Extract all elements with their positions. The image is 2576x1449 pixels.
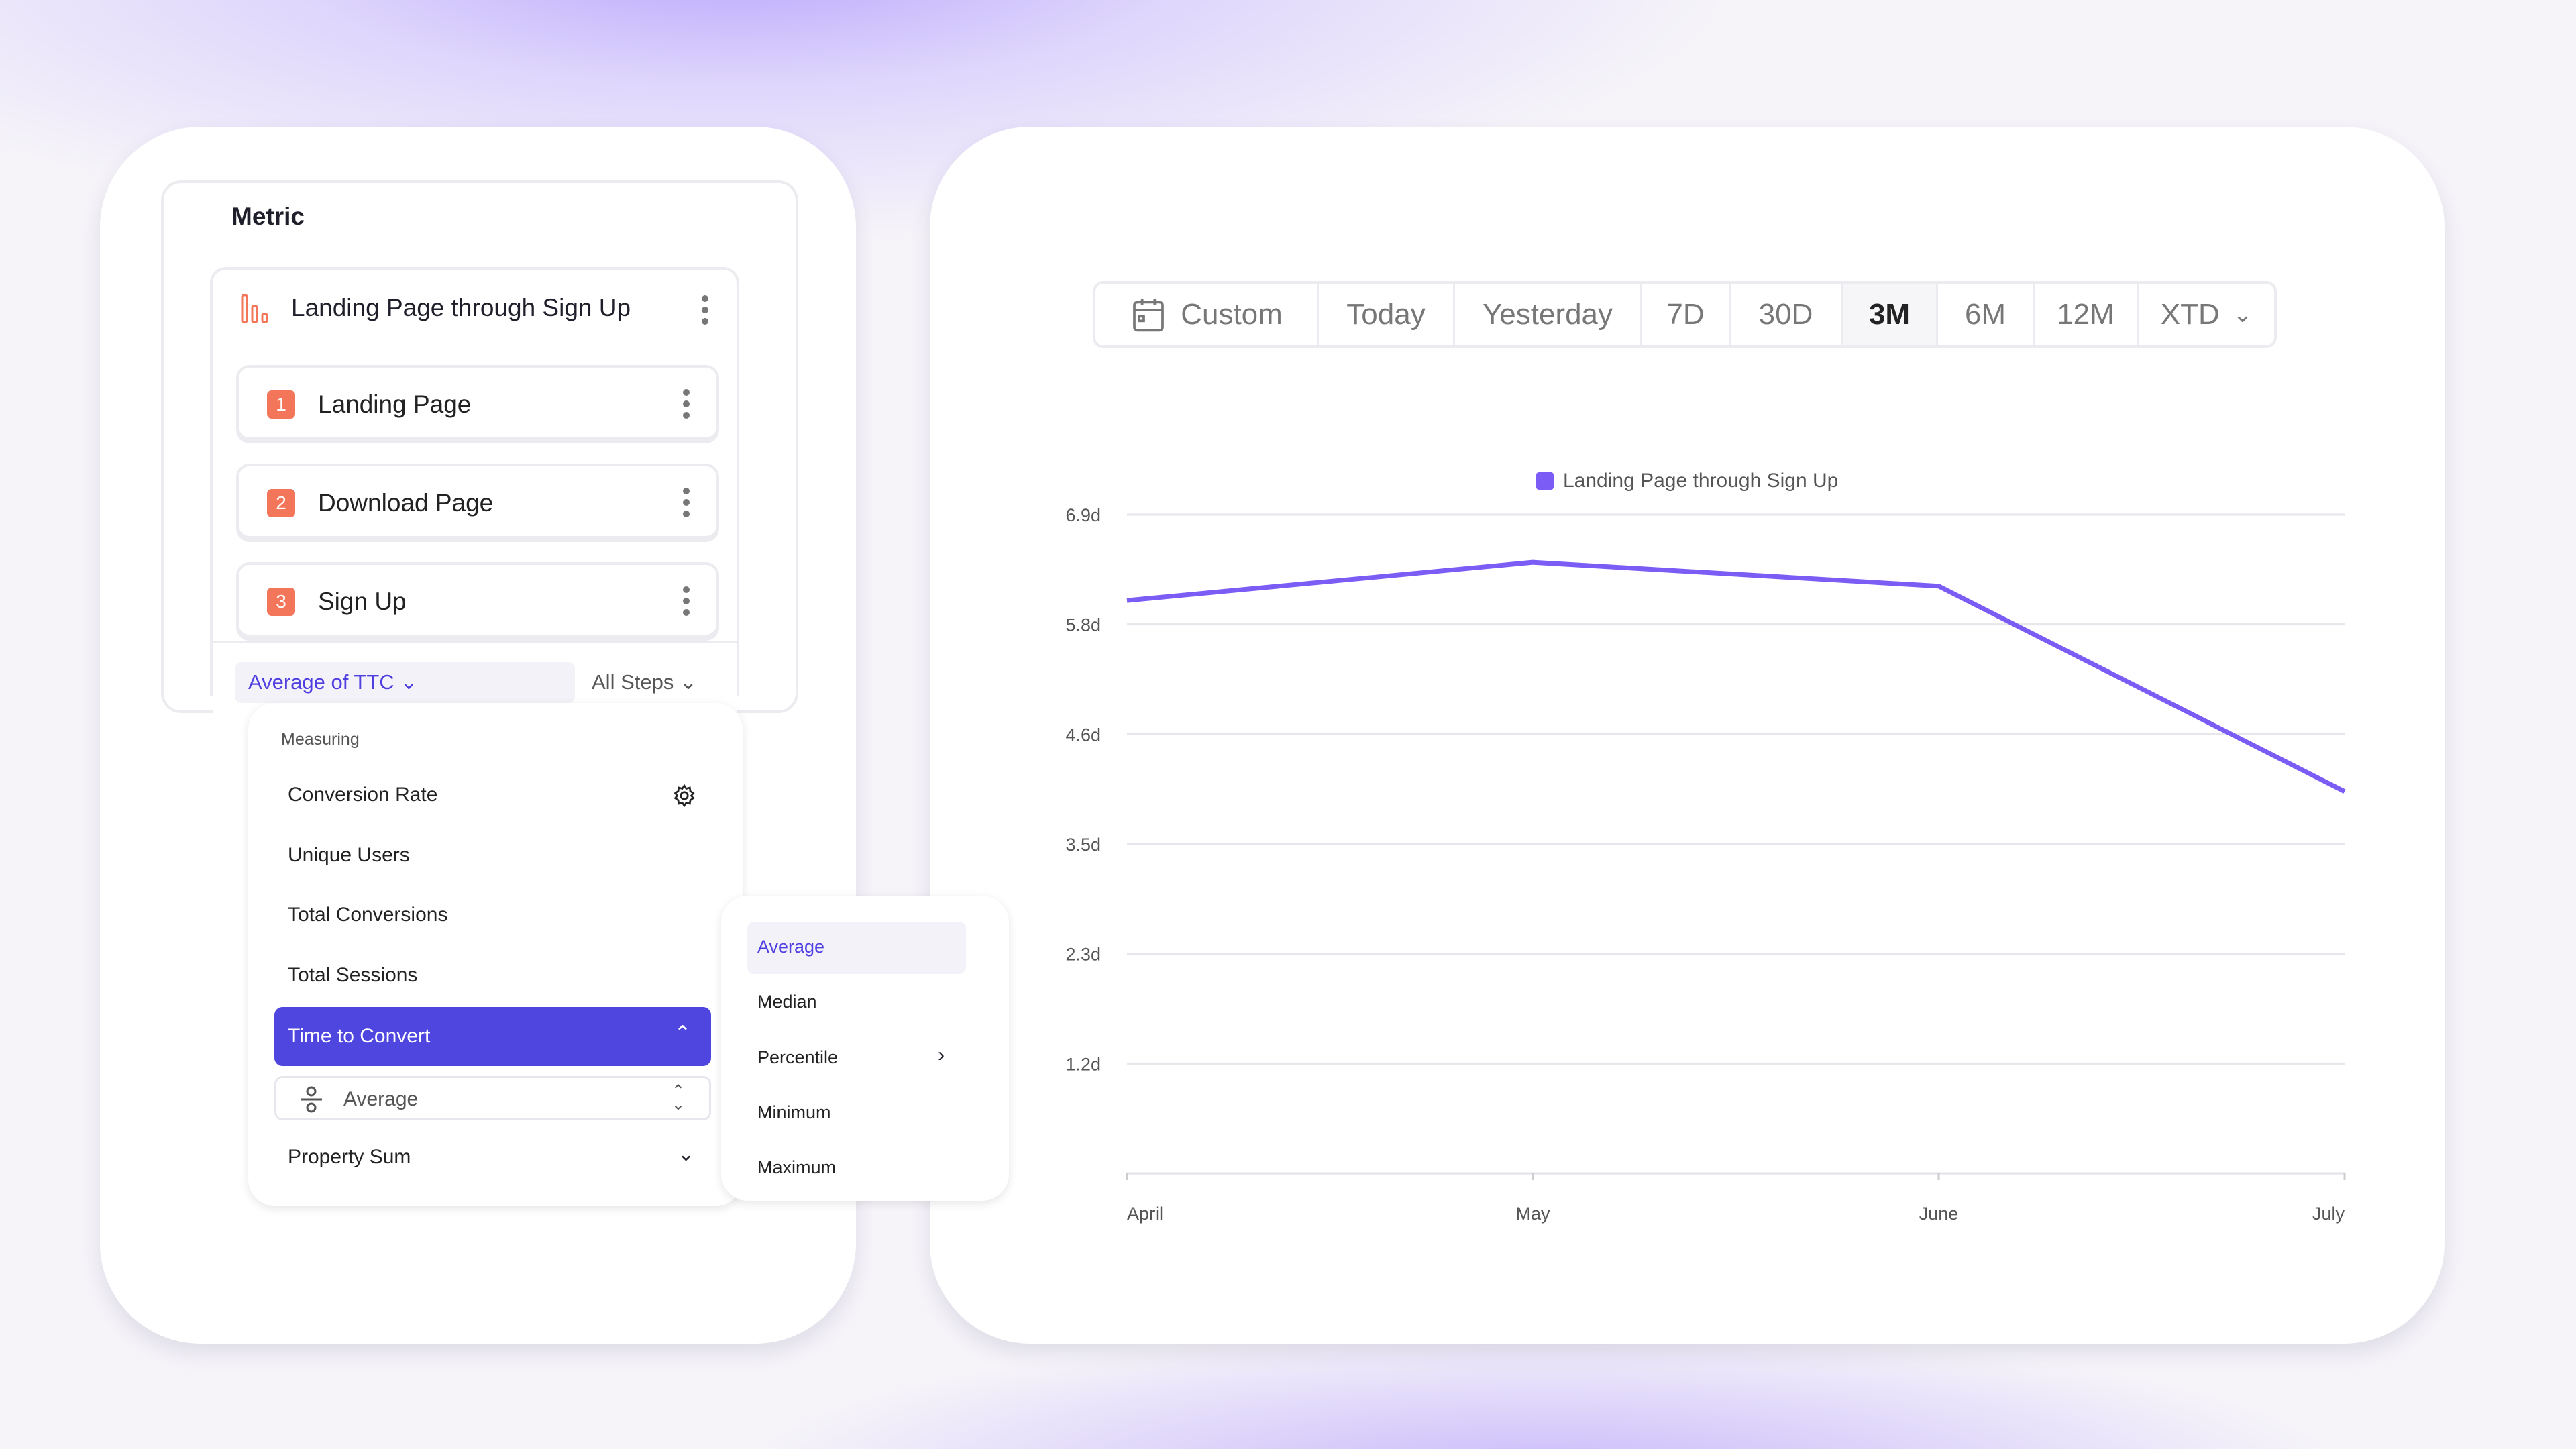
measuring-dropdown: Measuring Conversion Rate Unique Users T… [248,703,743,1206]
aggregation-value: Average [343,1088,419,1110]
step-landing-page[interactable]: 1 Landing Page [236,365,719,440]
calendar-icon [1133,299,1165,332]
x-tick-label: July [2312,1203,2345,1224]
step-sign-up[interactable]: 3 Sign Up [236,562,719,637]
y-tick-label: 5.8d [1065,615,1101,635]
legend-swatch [1536,472,1554,490]
chevron-up-icon: ⌃ [674,1022,691,1044]
date-12m[interactable]: 12M [2035,284,2139,345]
funnel-name: Landing Page through Sign Up [291,294,631,321]
more-options-icon[interactable] [702,295,708,325]
step-number: 2 [267,489,295,517]
submenu-item-percentile[interactable]: Percentile [757,1047,839,1067]
menu-item-total-conversions[interactable]: Total Conversions [288,904,448,926]
y-tick-label: 3.5d [1065,835,1101,855]
more-options-icon[interactable] [683,389,690,419]
date-custom[interactable]: Custom [1095,284,1319,345]
section-label: Measuring [281,730,360,749]
submenu-item-median[interactable]: Median [757,991,817,1012]
legend-label: Landing Page through Sign Up [1563,470,1839,492]
step-label: Download Page [318,489,494,517]
date-3m[interactable]: 3M [1843,284,1938,345]
chart-legend: Landing Page through Sign Up [1536,470,1838,492]
funnel-metric[interactable]: Landing Page through Sign Up 1 Landing Pa… [210,267,739,696]
menu-item-total-sessions[interactable]: Total Sessions [288,964,418,986]
series-line [1126,559,2346,794]
y-tick-label: 1.2d [1065,1054,1101,1074]
step-download-page[interactable]: 2 Download Page [236,464,719,539]
step-label: Sign Up [318,588,407,615]
date-6m[interactable]: 6M [1938,284,2035,345]
gear-icon[interactable] [672,784,696,808]
step-label: Landing Page [318,390,472,418]
menu-item-property-sum[interactable]: Property Sum [288,1146,411,1168]
menu-item-conversion-rate[interactable]: Conversion Rate [288,784,438,806]
steps-select[interactable]: All Steps ⌄ [592,670,697,694]
menu-item-unique-users[interactable]: Unique Users [288,844,410,866]
date-xtd[interactable]: XTD ⌄ [2139,284,2274,345]
measure-select-label: Average of TTC [248,670,394,694]
date-7d[interactable]: 7D [1642,284,1731,345]
measure-select[interactable]: Average of TTC ⌄ [235,662,575,703]
more-options-icon[interactable] [683,586,690,616]
aggregation-select[interactable]: Average ⌃ ⌄ [274,1076,711,1120]
steps-select-label: All Steps [592,670,674,694]
funnel-chart-icon [241,294,268,323]
submenu-highlight [747,922,966,974]
chevron-down-icon: ⌄ [400,670,418,694]
divide-icon [301,1086,322,1113]
date-today[interactable]: Today [1319,284,1455,345]
y-tick-label: 2.3d [1065,945,1101,965]
date-custom-label: Custom [1181,298,1283,331]
step-number: 3 [267,588,295,616]
chevron-down-icon: ⌄ [679,670,697,694]
date-range-bar: Custom Today Yesterday 7D 30D 3M 6M 12M … [1093,281,2277,348]
menu-item-label: Time to Convert [288,1025,431,1047]
y-tick-label: 6.9d [1065,505,1101,525]
chevron-down-icon: ⌄ [2233,302,2253,327]
date-xtd-label: XTD [2160,298,2220,331]
x-tick-label: June [1919,1203,1959,1224]
submenu-item-maximum[interactable]: Maximum [757,1157,837,1177]
menu-item-time-to-convert[interactable]: Time to Convert ⌃ [274,1007,711,1066]
y-tick-label: 4.6d [1065,724,1101,745]
submenu-item-minimum[interactable]: Minimum [757,1102,831,1122]
x-tick-label: May [1515,1203,1550,1224]
x-tick-label: April [1127,1203,1163,1224]
chevron-down-icon: ⌄ [678,1143,695,1165]
step-number: 1 [267,390,295,419]
chevron-right-icon: › [938,1044,945,1066]
submenu-item-average[interactable]: Average [757,936,825,957]
metric-title: Metric [231,203,305,230]
more-options-icon[interactable] [683,488,690,517]
date-yesterday[interactable]: Yesterday [1455,284,1642,345]
date-30d[interactable]: 30D [1731,284,1843,345]
up-down-chevron-icon: ⌃ ⌄ [671,1082,685,1114]
